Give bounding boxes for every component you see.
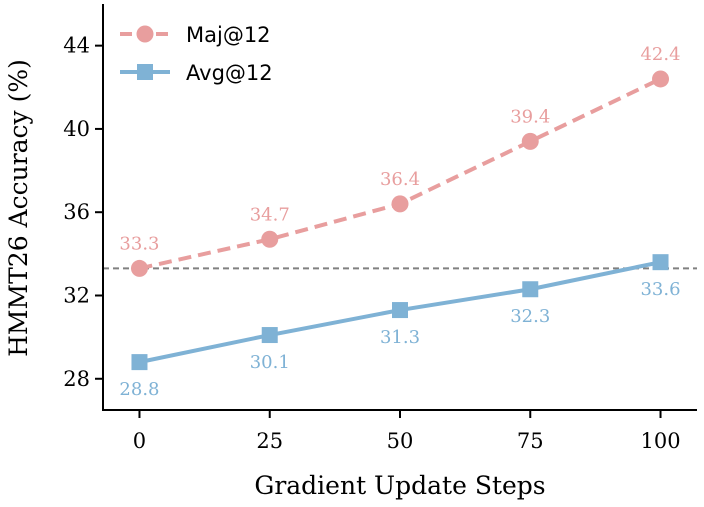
- data-point-avg-12: [131, 354, 148, 371]
- data-label-maj-12: 39.4: [510, 106, 550, 127]
- data-label-layer: 33.3 34.7 36.4 39.4 42.4 28.8 30.1 31.3 32.3 33.6: [119, 44, 680, 400]
- data-label-avg-12: 33.6: [640, 279, 680, 300]
- x-tick-label: 100: [640, 429, 680, 453]
- data-point-maj-12: [521, 132, 539, 150]
- data-point-maj-12: [130, 259, 148, 277]
- data-point-maj-12: [652, 70, 670, 88]
- data-point-avg-12: [392, 302, 408, 319]
- legend: Maj@12 Avg@12: [120, 23, 273, 85]
- data-label-avg-12: 32.3: [510, 306, 550, 327]
- data-point-maj-12: [391, 195, 409, 213]
- y-tick-label: 36: [63, 200, 90, 224]
- y-axis-ticks: 28 32 36 40 44: [63, 34, 103, 391]
- data-point-avg-12: [652, 254, 669, 271]
- legend-label-maj-12: Maj@12: [186, 23, 271, 47]
- y-axis-title: HMMT26 Accuracy (%): [4, 59, 33, 357]
- data-point-avg-12: [261, 327, 278, 344]
- x-axis-title: Gradient Update Steps: [254, 471, 545, 500]
- series-layer: [130, 70, 670, 371]
- y-tick-label: 40: [63, 117, 90, 141]
- x-tick-label: 0: [133, 429, 146, 453]
- data-label-avg-12: 28.8: [119, 379, 159, 400]
- data-label-avg-12: 31.3: [380, 327, 420, 348]
- legend-label-avg-12: Avg@12: [186, 61, 273, 85]
- data-label-avg-12: 30.1: [250, 352, 290, 373]
- legend-swatch-marker-maj-12: [136, 25, 154, 43]
- x-axis-ticks: 0 25 50 75 100: [133, 410, 681, 453]
- x-tick-label: 50: [387, 429, 414, 453]
- data-point-maj-12: [261, 230, 279, 248]
- x-tick-label: 75: [517, 429, 544, 453]
- data-point-avg-12: [522, 281, 539, 298]
- y-tick-label: 44: [63, 34, 90, 58]
- data-label-maj-12: 34.7: [250, 204, 290, 225]
- plot-area: 33.3 34.7 36.4 39.4 42.4 28.8 30.1 31.3 32.3 33.6: [103, 44, 697, 400]
- legend-swatch-marker-avg-12: [137, 64, 153, 80]
- y-tick-label: 28: [63, 367, 90, 391]
- x-tick-label: 25: [256, 429, 283, 453]
- data-label-maj-12: 42.4: [640, 44, 680, 65]
- y-tick-label: 32: [63, 283, 90, 307]
- data-label-maj-12: 33.3: [119, 233, 159, 254]
- data-label-maj-12: 36.4: [380, 169, 420, 190]
